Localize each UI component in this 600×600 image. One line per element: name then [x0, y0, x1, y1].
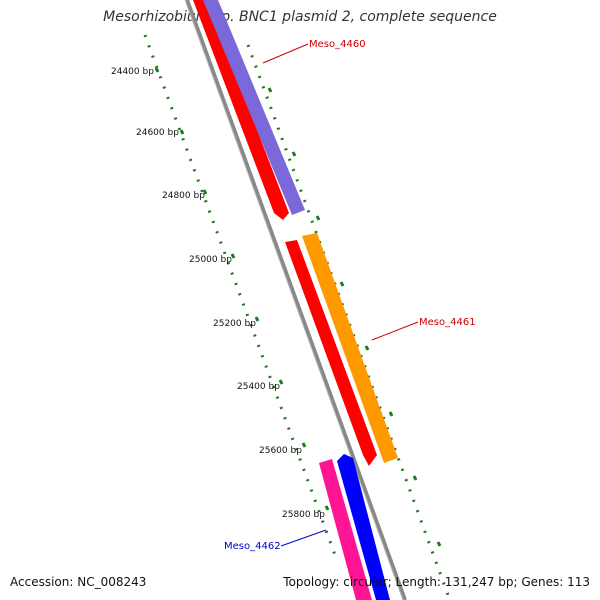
ruler-label: 25600 bp: [259, 446, 302, 456]
ruler-label: 25400 bp: [237, 382, 280, 392]
gene-label-meso-4461[interactable]: Meso_4461: [419, 317, 476, 328]
backbone-highlight: [184, 0, 404, 600]
gene-callout-line-meso-4460: [262, 43, 309, 64]
feature-meso-4461-orange[interactable]: [302, 233, 398, 463]
backbone-line: [185, 0, 407, 600]
left-ruler-track: [143, 34, 337, 556]
gene-callout-line-meso-4461: [371, 321, 419, 341]
ruler-label: 25200 bp: [213, 319, 256, 329]
ruler-label: 25800 bp: [282, 510, 325, 520]
feature-meso-4461-red[interactable]: [285, 240, 377, 466]
feature-meso-4462-pink[interactable]: [319, 459, 372, 600]
summary-text: Topology: circular; Length: 131,247 bp; …: [283, 575, 590, 589]
gene-label-meso-4462[interactable]: Meso_4462: [224, 541, 281, 552]
accession-text: Accession: NC_008243: [10, 575, 147, 589]
feature-meso-4460-purple[interactable]: [203, 0, 305, 215]
left-ruler-major-ticks: [154, 67, 330, 511]
gene-label-meso-4460[interactable]: Meso_4460: [309, 39, 366, 50]
right-ruler-major-ticks: [267, 87, 442, 547]
ruler-label: 24400 bp: [111, 67, 154, 77]
ruler-label: 24600 bp: [136, 128, 179, 138]
feature-meso-4462-blue[interactable]: [337, 454, 390, 600]
ruler-labels: 24400 bp 24600 bp 24800 bp 25000 bp 2520…: [111, 67, 325, 520]
ruler-label: 25000 bp: [189, 255, 232, 265]
gene-callout-line-meso-4462: [280, 529, 327, 547]
feature-meso-4460-red[interactable]: [193, 0, 289, 220]
ruler-label: 24800 bp: [162, 191, 205, 201]
